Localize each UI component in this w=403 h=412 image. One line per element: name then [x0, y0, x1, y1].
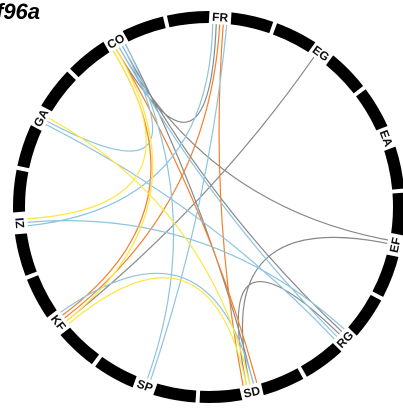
link-eg-kf	[65, 56, 315, 322]
chart-title: f96a	[0, 0, 40, 24]
link-ga-sd	[48, 117, 251, 386]
node-label-bg-ga	[28, 104, 53, 132]
ring-segment-eg	[272, 23, 364, 94]
link-fr-kf	[63, 24, 221, 319]
link-ef-sd	[241, 236, 389, 386]
node-label-ea: EA	[377, 128, 396, 149]
node-label-bg-ea	[375, 125, 398, 152]
link-iz-rg	[26, 220, 346, 331]
node-label-bg-fr	[208, 8, 232, 25]
link-kf-sd	[67, 277, 248, 387]
link-co-iz	[26, 50, 147, 220]
link-co-sp	[124, 43, 175, 380]
node-label-bg-ef	[385, 232, 403, 258]
link-co-kf	[65, 48, 154, 322]
node-label-fr: FR	[212, 10, 229, 25]
link-fr-sp	[149, 24, 228, 381]
node-label-bg-sd	[239, 381, 265, 402]
node-label-bg-eg	[307, 40, 335, 66]
link-co-ga	[47, 45, 154, 152]
links-layer	[26, 24, 390, 387]
link-kf-sd	[59, 272, 255, 385]
node-label-iz: IZ	[12, 217, 27, 229]
link-co-sd	[124, 43, 255, 385]
node-label-bg-co	[102, 29, 129, 53]
node-label-bg-iz	[11, 211, 29, 235]
node-label-bg-sp	[132, 374, 158, 397]
link-fr-sd	[218, 24, 244, 387]
link-fr-iz	[26, 24, 214, 227]
node-label-sd: SD	[242, 383, 262, 400]
node-label-bg-kf	[46, 309, 72, 336]
node-label-sp: SP	[135, 377, 155, 396]
node-label-bg-rg	[331, 326, 358, 353]
link-ga-rg	[45, 123, 336, 341]
node-label-ef: EF	[387, 236, 403, 254]
link-co-rg	[118, 47, 338, 338]
link-co-fr	[115, 24, 217, 123]
